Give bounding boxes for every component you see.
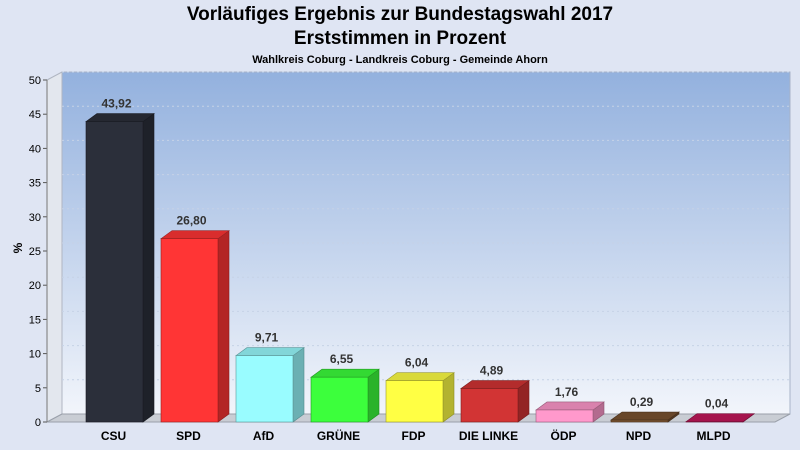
bar-side — [142, 112, 155, 423]
x-tick-label: ÖDP — [550, 428, 576, 443]
y-tick-label: 40 — [29, 143, 41, 155]
bar-top — [685, 413, 755, 423]
y-tick-label: 45 — [29, 109, 41, 121]
data-label: 6,04 — [405, 356, 429, 370]
bar — [235, 355, 294, 423]
data-label: 6,55 — [330, 352, 354, 366]
y-tick-label: 25 — [29, 246, 41, 258]
bar-side — [367, 368, 380, 423]
y-tick-label: 10 — [29, 349, 41, 361]
left-wall — [46, 71, 63, 423]
y-axis-label: % — [11, 242, 25, 253]
y-tick-label: 30 — [29, 212, 41, 224]
x-tick-label: MLPD — [697, 429, 731, 443]
data-label: 26,80 — [176, 214, 206, 228]
y-tick-label: 50 — [29, 75, 41, 87]
data-label: 43,92 — [101, 97, 131, 111]
bar — [85, 121, 144, 423]
bar — [160, 238, 219, 423]
x-tick-label: GRÜNE — [317, 428, 360, 443]
bar — [310, 376, 369, 423]
data-label: 0,04 — [705, 397, 729, 411]
chart-caption: Wahlkreis Coburg - Landkreis Coburg - Ge… — [252, 54, 548, 66]
x-tick-label: SPD — [176, 429, 201, 443]
x-tick-label: CSU — [101, 429, 126, 443]
data-label: 1,76 — [555, 385, 579, 399]
bar — [535, 409, 594, 423]
y-tick-label: 20 — [29, 280, 41, 292]
bar-top — [85, 113, 155, 122]
chart-subtitle: Erststimmen in Prozent — [293, 28, 507, 49]
bar-top — [610, 411, 680, 421]
bar — [385, 380, 444, 423]
data-label: 0,29 — [630, 395, 654, 409]
bar-side — [292, 346, 305, 423]
bar-top — [535, 401, 605, 411]
bar-top — [310, 368, 380, 378]
y-tick-label: 35 — [29, 178, 41, 190]
data-label: 4,89 — [480, 364, 504, 378]
bar-top — [160, 230, 230, 239]
x-tick-label: FDP — [402, 429, 426, 443]
data-label: 9,71 — [255, 331, 279, 345]
bar — [610, 419, 669, 423]
bar-top — [385, 372, 455, 381]
bar-side — [217, 230, 230, 423]
y-tick-label: 5 — [35, 383, 41, 395]
chart-title: Vorläufiges Ergebnis zur Bundestagswahl … — [186, 4, 614, 25]
bar — [460, 388, 519, 423]
bar-top — [235, 347, 305, 356]
x-tick-label: DIE LINKE — [459, 429, 518, 443]
bar-top — [460, 380, 530, 389]
y-tick-label: 0 — [35, 417, 41, 429]
x-tick-label: AfD — [253, 429, 275, 443]
bar-side — [442, 372, 455, 423]
x-tick-label: NPD — [626, 429, 652, 443]
y-tick-label: 15 — [29, 314, 41, 326]
